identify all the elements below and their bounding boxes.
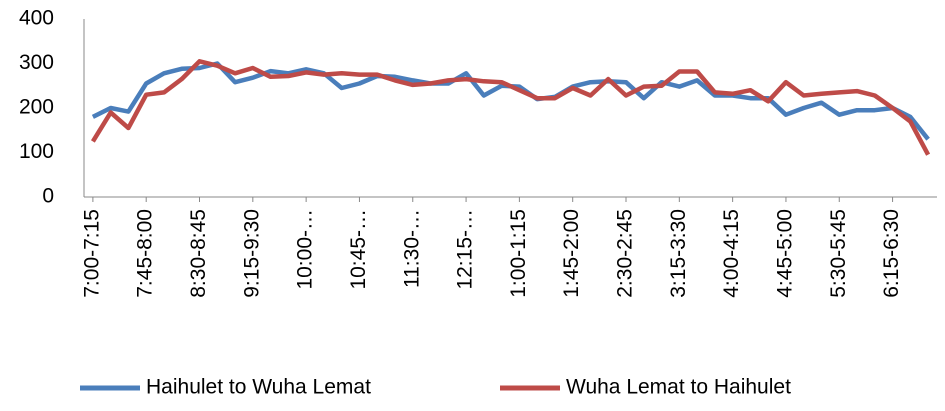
y-tick-label: 400 (19, 7, 54, 30)
x-tick-label: 4:00-4:15 (720, 209, 743, 298)
x-tick-label: 2:30-2:45 (614, 209, 637, 298)
y-tick-label: 0 (42, 185, 54, 208)
y-tick-label: 100 (19, 140, 54, 163)
x-tick-label: 3:15-3:30 (667, 209, 690, 298)
x-tick-label: 10:45-… (347, 209, 370, 290)
x-tick-label: 8:30-8:45 (187, 209, 210, 298)
series-line (90, 59, 931, 156)
legend-label: Wuha Lemat to Haihulet (566, 376, 791, 399)
x-tick-label: 10:00-… (294, 209, 317, 290)
x-tick-label: 9:15-9:30 (240, 209, 263, 298)
x-tick-label: 1:00-1:15 (507, 209, 530, 298)
y-tick-label: 300 (19, 51, 54, 74)
x-tick-label: 5:30-5:45 (827, 209, 850, 298)
x-tick-label: 12:15-… (454, 209, 477, 290)
series-line (91, 61, 930, 141)
x-tick-label: 7:00-7:15 (80, 209, 103, 298)
x-tick-label: 6:15-6:30 (880, 209, 903, 298)
x-tick-label: 4:45-5:00 (773, 209, 796, 298)
y-tick-label: 200 (19, 96, 54, 119)
legend-label: Haihulet to Wuha Lemat (146, 376, 371, 399)
x-tick-label: 1:45-2:00 (560, 209, 583, 298)
x-tick-label: 11:30-… (400, 209, 423, 288)
x-tick-label: 7:45-8:00 (134, 209, 157, 298)
